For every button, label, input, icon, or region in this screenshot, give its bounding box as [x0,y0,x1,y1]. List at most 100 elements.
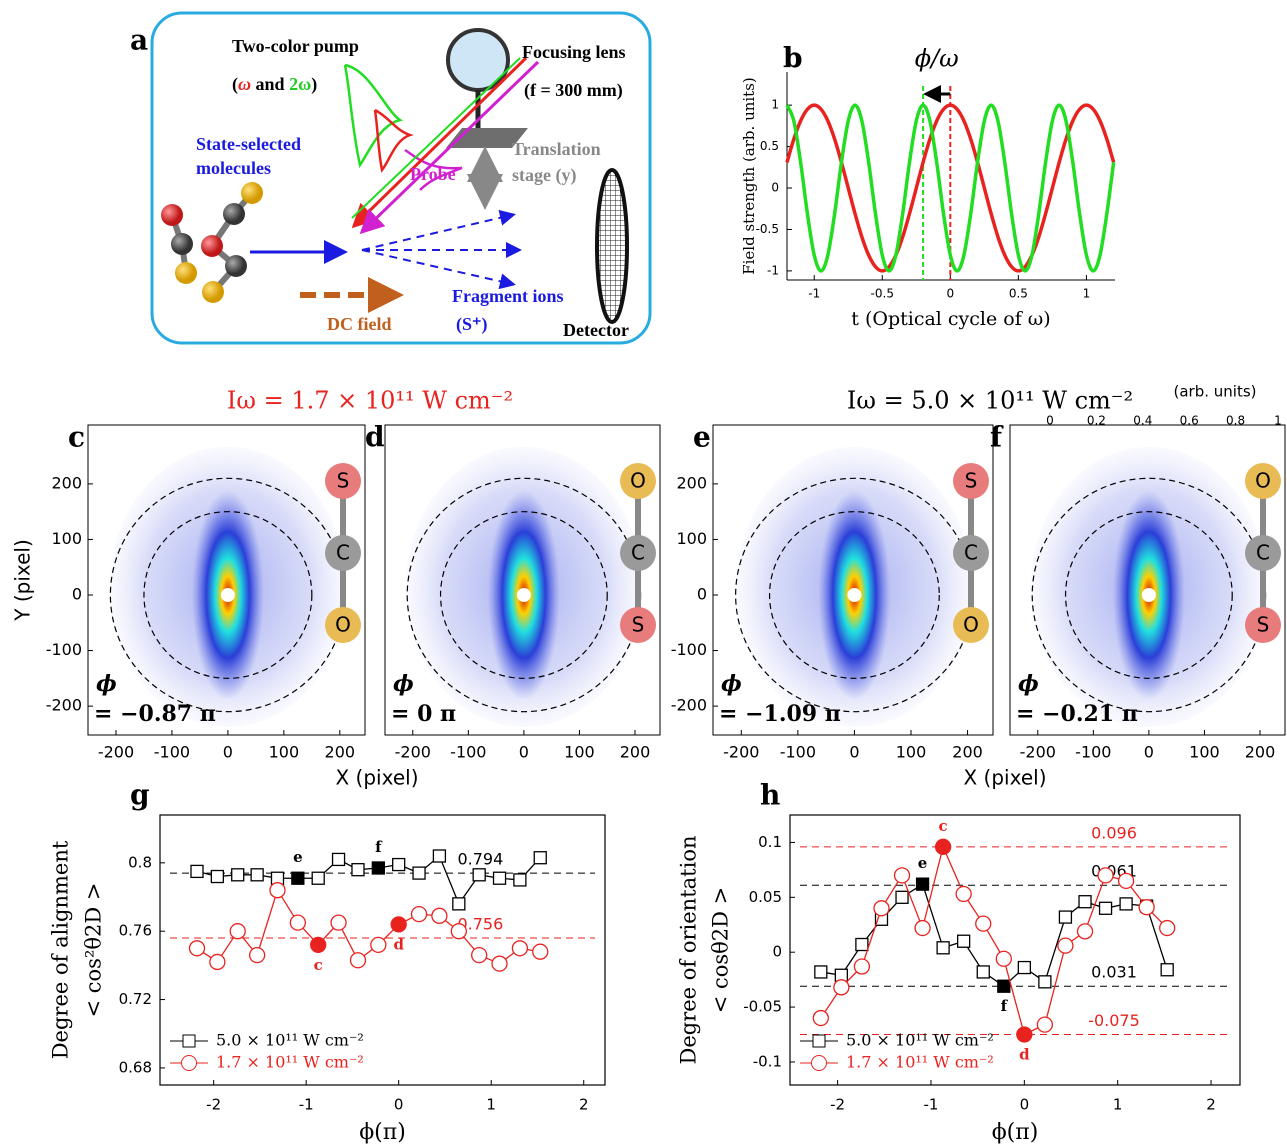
data-point [491,955,508,972]
colorbar-label: (arb. units) [1174,383,1257,401]
fragment-arrow [361,249,516,290]
x-tick-label: -0.5 [871,287,894,301]
phi-value: = 0 π [391,701,456,727]
point-label: d [393,935,404,953]
data-point [188,940,206,957]
lens [446,28,510,92]
panel-letter: h [760,779,780,812]
x-tick-label: -1 [923,1096,938,1114]
atom-label: O [963,613,979,637]
fragments-label: Fragment ions [452,286,564,306]
plot-frame [789,814,1241,1086]
x-tick-label: 1 [486,1096,496,1114]
y-tick-label: -100 [46,640,82,659]
panel-letter: e [693,421,711,454]
x-tick-label: -100 [780,743,816,762]
data-point [291,871,305,885]
data-point [390,916,407,933]
legend-marker [811,1055,827,1071]
y-axis-label: < cosθ2D > [709,887,733,1014]
legend-label: 5.0 × 10¹¹ W cm⁻² [846,1031,994,1050]
colorbar-tick-label: 0.8 [1226,414,1245,428]
data-point [472,868,486,882]
data-point [209,953,226,971]
atom-label: C [631,541,645,565]
intensity-title: Iω = 5.0 × 10¹¹ W cm⁻² [847,387,1133,415]
fragment-arrow [361,209,516,251]
atom-label: S [632,613,645,637]
pump-pulse-red [373,108,414,173]
y-axis-label: < cos²θ2D > [82,883,106,1018]
data-point [410,905,428,923]
pump-beam-green [351,57,521,219]
ion-image-center [847,588,862,602]
x-tick-label: -100 [450,743,486,762]
y-tick-label: 0.8 [128,853,152,871]
ion-image-center [220,588,235,602]
data-point [995,950,1012,967]
probe-label: Probe [410,164,456,184]
data-point [1098,901,1113,915]
y-tick-label: -100 [671,640,707,659]
stage-label: Translation [512,139,601,159]
annotation: ϕ/ω [915,45,959,73]
y-tick-label: 0.68 [119,1058,152,1076]
x-tick-label: 2 [1206,1096,1216,1114]
colorbar-tick-label: 1 [1274,414,1282,428]
y-tick-label: -0.05 [743,998,782,1016]
data-point [893,867,911,884]
detector-label: Detector [563,320,629,340]
data-point [1119,897,1133,911]
data-point [957,934,971,948]
x-tick-label: 100 [896,743,927,762]
point-label: d [1019,1046,1030,1064]
data-point [190,864,204,879]
point-label: c [314,956,323,974]
x-axis-label: ϕ(π) [359,1120,406,1144]
pump-frequencies: (ω and 2ω) [232,74,317,95]
y-tick-label: 0.5 [760,139,779,153]
x-tick-label: 1 [1083,287,1091,301]
y-tick-label: 100 [676,529,707,548]
y-axis-label: Degree of alignment [49,840,73,1059]
x-tick-label: -200 [395,743,431,762]
y-axis-label: Field strength (arb. units) [740,77,758,275]
data-point [210,869,225,884]
plot-frame [159,814,606,1086]
data-point [1038,975,1052,989]
data-point [532,943,549,960]
reference-label: 0.756 [457,915,503,934]
data-point [1058,910,1073,924]
data-point [289,914,306,931]
x-tick-label: 100 [564,743,595,762]
phi-symbol: ϕ [1018,671,1039,697]
data-point [1076,923,1094,940]
legend-label: 1.7 × 10¹¹ W cm⁻² [846,1053,994,1072]
data-point [311,871,325,885]
data-point [351,863,365,877]
atom-label: O [335,613,351,637]
atom-label: C [1256,541,1270,565]
atom-label: C [336,541,350,565]
text-part: and [251,74,289,94]
y-tick-label: -200 [671,696,707,715]
data-point [934,838,952,855]
y-tick-label: 0 [697,585,707,604]
pump-beam [351,56,528,229]
panel-letter: c [68,421,85,454]
x-tick-label: 200 [952,743,983,762]
y-tick-label: -200 [46,696,82,715]
molecule-atom [325,463,361,499]
y-tick-label: -0.1 [753,1052,782,1070]
lens-focal: (f = 300 mm) [524,80,623,101]
y-tick-label: 0.76 [119,922,152,940]
panel-letter: f [990,421,1004,454]
data-point [833,979,850,996]
molecule-atom [620,535,656,571]
colorbar-tick-label: 0.4 [1133,414,1152,428]
ring [143,511,313,679]
colorbar-tick-label: 0.2 [1087,414,1106,428]
dc-field-label: DC field [327,314,392,334]
lens-title: Focusing lens [522,42,626,62]
data-point [997,979,1011,993]
